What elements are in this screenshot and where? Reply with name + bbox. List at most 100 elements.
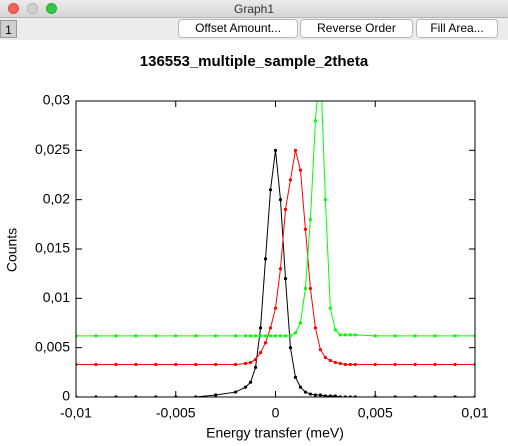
series-marker [373,334,377,338]
series-marker [234,334,238,338]
series-marker [288,346,293,350]
series-marker [114,334,118,338]
series-marker [393,362,397,367]
series-marker [194,334,198,338]
series-marker [214,334,218,338]
series-marker [328,358,332,363]
y-tick-label: 0,005 [35,338,70,354]
series-marker [333,394,337,397]
x-tick-label: -0,005 [156,405,196,421]
x-tick-label: 0 [272,405,280,421]
series-marker [283,207,288,212]
series-marker [338,333,342,337]
layer-tab[interactable]: 1 [0,20,17,38]
series-marker [263,334,268,338]
series-marker [248,380,253,384]
series-marker [308,392,313,396]
series-marker [248,360,253,365]
series-marker [343,362,347,367]
series-marker [134,334,138,338]
series-marker [273,334,278,338]
series-marker [313,119,317,123]
series-marker [268,334,273,338]
series-marker [328,394,332,397]
series-marker [333,360,337,365]
series-marker [293,375,298,379]
series-marker [293,331,298,335]
series-marker [298,385,303,389]
series-marker [453,362,457,367]
y-tick-label: 0,015 [35,240,70,256]
series-marker [278,334,283,338]
series-marker [303,286,308,291]
series-marker [194,362,198,367]
series-marker [338,361,342,366]
series-marker [318,348,322,352]
close-button[interactable] [8,3,19,14]
series-marker [348,333,352,337]
series-marker [308,286,313,291]
x-axis-label: Energy transfer (meV) [206,425,344,441]
y-tick-label: 0 [62,388,70,404]
series-marker [243,385,248,389]
series-marker [333,328,337,332]
series-marker [214,393,218,397]
title-bar: Graph1 [0,0,508,18]
toolbar: 1 Offset Amount... Reverse Order Fill Ar… [0,18,508,40]
window-title: Graph1 [233,2,275,16]
series-marker [114,362,118,367]
offset-button[interactable]: Offset Amount... [178,19,298,38]
series-marker [268,188,273,192]
zoom-button[interactable] [46,3,57,14]
series-marker [323,394,327,397]
y-tick-label: 0,02 [43,190,70,206]
series-marker [253,334,258,338]
series-marker [303,227,308,231]
series-marker [353,333,357,337]
series-marker [288,334,293,338]
series-marker [328,306,332,310]
x-tick-label: -0,01 [60,405,92,421]
y-tick-label: 0,01 [43,289,70,305]
series-marker [283,277,288,281]
series-marker [234,362,238,367]
series-marker [318,393,322,397]
series-marker [353,362,357,367]
x-tick-label: 0,01 [461,405,488,421]
series-marker [313,326,317,330]
series-marker [393,334,397,338]
reverse-button[interactable]: Reverse Order [300,19,413,38]
series-marker [94,334,98,338]
series-marker [258,334,263,338]
series-marker [283,334,288,338]
series-marker [243,361,248,366]
series-marker [214,362,218,367]
series-marker [263,257,268,261]
series-marker [174,334,178,338]
series-marker [174,362,178,367]
series-marker [273,148,278,152]
plot-background [0,40,508,446]
y-tick-label: 0,025 [35,141,70,157]
series-marker [94,362,98,367]
series-marker [313,393,317,397]
series-marker [253,357,258,362]
series-marker [248,334,253,338]
series-marker [154,334,158,338]
series-marker [278,198,283,202]
minimize-button[interactable] [27,3,38,14]
series-marker [323,355,327,360]
series-marker [413,334,417,338]
series-marker [303,390,308,394]
series-marker [234,390,238,394]
series-marker [243,334,248,338]
series-marker [278,267,283,271]
fill-button[interactable]: Fill Area... [416,19,498,38]
series-marker [298,321,303,325]
chart-title: 136553_multiple_sample_2theta [140,53,369,70]
series-marker [258,326,263,330]
series-marker [154,362,158,367]
series-marker [273,306,278,310]
series-marker [298,168,303,172]
